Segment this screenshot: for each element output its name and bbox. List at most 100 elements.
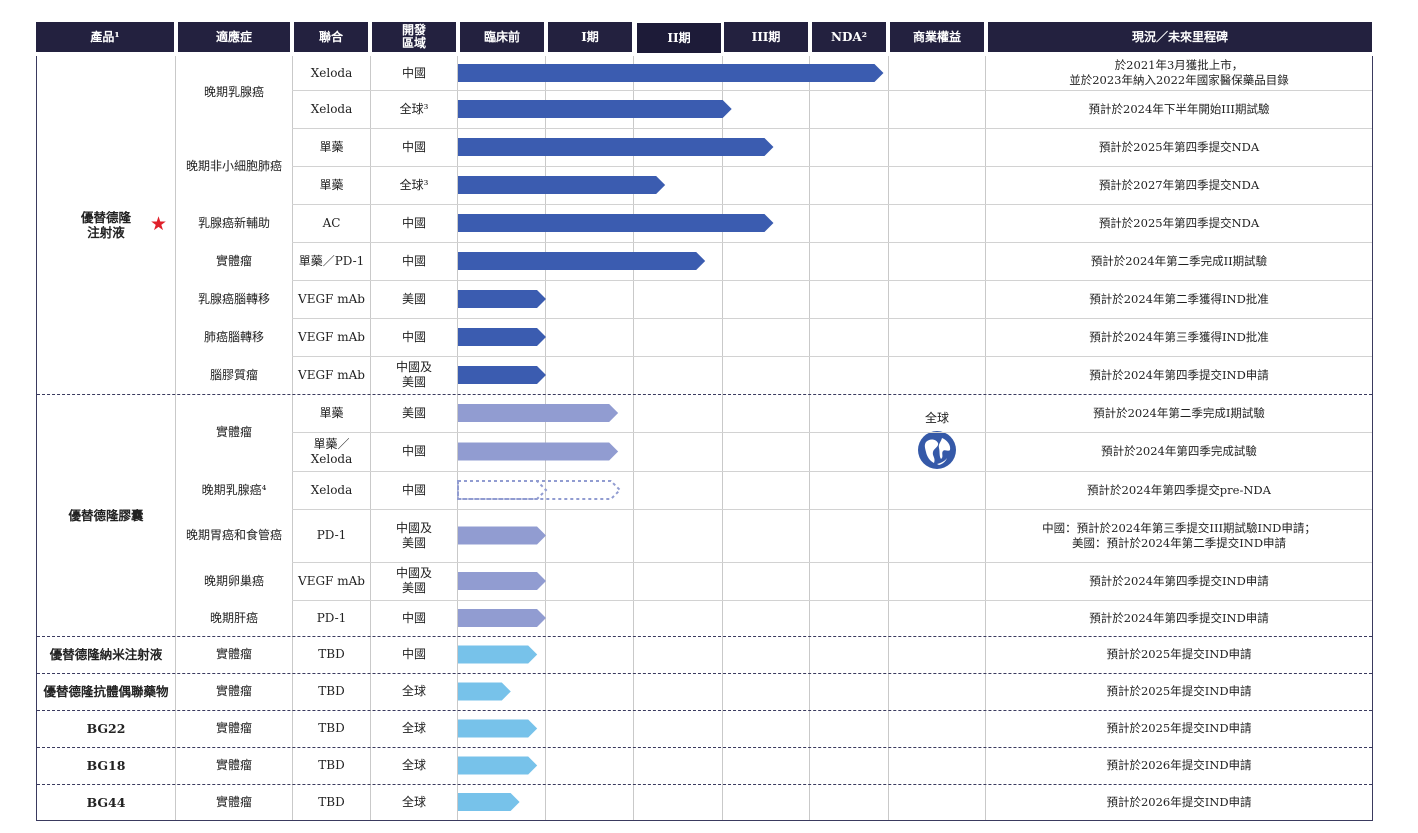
milestone-status: 預計於2024年第四季提交IND申請 xyxy=(1089,367,1269,382)
combination-label: VEGF mAb xyxy=(298,573,365,588)
header-phase1: I期 xyxy=(548,22,632,52)
indication-label: 晚期非小細胞肺癌 xyxy=(185,158,282,173)
column-divider xyxy=(888,56,889,820)
milestone-status: 預計於2025年第四季提交NDA xyxy=(1098,215,1260,230)
milestone-status: 中國：預計於2024年第三季提交III期試驗IND申請； 美國：預計於2024年… xyxy=(1042,520,1316,550)
row-separator xyxy=(292,204,1372,205)
column-divider xyxy=(722,56,723,820)
combination-label: Xeloda xyxy=(310,65,353,80)
table-right-border xyxy=(1372,56,1373,821)
combination-label: TBD xyxy=(318,684,345,698)
column-divider xyxy=(545,56,546,820)
region-label: 美國 xyxy=(401,405,426,420)
combination-label: 單藥／PD-1 xyxy=(298,253,365,268)
progress-arrow-body xyxy=(458,793,520,811)
indication-label: 晚期卵巢癌 xyxy=(203,573,264,588)
progress-arrow-body xyxy=(458,100,732,118)
table-left-border xyxy=(36,56,37,821)
milestone-status: 預計於2025年第四季提交NDA xyxy=(1098,139,1260,154)
milestone-status: 預計於2024年第二季獲得IND批准 xyxy=(1089,291,1269,306)
indication-label: 腦膠質瘤 xyxy=(209,367,258,382)
region-label: 全球 xyxy=(401,758,426,772)
region-label: 全球³ xyxy=(399,177,429,192)
milestone-status: 預計於2025年提交IND申請 xyxy=(1106,721,1252,735)
milestone-status: 預計於2025年提交IND申請 xyxy=(1106,684,1252,698)
indication-label: 晚期乳腺癌⁴ xyxy=(201,482,267,497)
region-label: 中國及 美國 xyxy=(395,566,432,595)
region-label: 中國 xyxy=(401,215,426,230)
milestone-status: 預計於2024年第四季提交IND申請 xyxy=(1089,573,1269,588)
header-phase2: II期 xyxy=(636,22,722,54)
combination-label: 單藥 xyxy=(319,139,344,154)
planned-progress-arrow xyxy=(457,480,622,500)
rights-label: 全球 xyxy=(924,411,949,425)
region-label: 美國 xyxy=(401,291,426,306)
indication-label: 實體瘤 xyxy=(215,647,252,661)
region-label: 中國 xyxy=(401,647,426,661)
star-icon: ★ xyxy=(150,213,168,235)
region-label: 中國 xyxy=(401,253,426,268)
column-divider xyxy=(985,56,986,820)
progress-arrow-body xyxy=(458,214,774,232)
combination-label: VEGF mAb xyxy=(298,329,365,344)
combination-label: AC xyxy=(322,215,341,230)
product-name: 優替德隆膠囊 xyxy=(68,507,144,523)
region-label: 全球 xyxy=(401,794,426,809)
header-region: 開發 區域 xyxy=(372,22,456,52)
product-name: 優替德隆抗體偶聯藥物 xyxy=(43,684,169,699)
progress-arrow-body xyxy=(458,366,546,384)
row-separator-dashed xyxy=(37,747,1372,748)
region-label: 全球³ xyxy=(399,101,429,116)
row-separator xyxy=(292,471,1372,472)
header-commercial-rights: 商業權益 xyxy=(890,22,984,52)
region-label: 中國 xyxy=(401,482,426,497)
progress-arrow-body xyxy=(457,480,548,500)
table-bottom-border xyxy=(36,820,1373,821)
milestone-status: 預計於2026年提交IND申請 xyxy=(1106,758,1252,772)
milestone-status: 預計於2024年第二季完成I期試驗 xyxy=(1093,405,1265,420)
progress-arrow-body xyxy=(458,252,706,270)
product-name: 優替德隆 注射液 xyxy=(80,210,131,240)
indication-label: 實體瘤 xyxy=(215,758,252,772)
indication-label: 晚期肝癌 xyxy=(209,610,258,625)
indication-label: 實體瘤 xyxy=(215,253,252,268)
progress-arrow-body xyxy=(458,290,546,308)
region-label: 中國 xyxy=(401,329,426,344)
product-name: BG22 xyxy=(86,721,126,736)
milestone-status: 預計於2024年第四季提交pre-NDA xyxy=(1087,482,1271,497)
column-divider xyxy=(809,56,810,820)
indication-label: 實體瘤 xyxy=(215,794,252,809)
product-name: BG44 xyxy=(86,794,126,810)
header-combination: 聯合 xyxy=(294,22,368,52)
combination-label: 單藥 xyxy=(319,405,344,420)
combination-label: 單藥／ Xeloda xyxy=(310,436,353,466)
row-separator-dashed xyxy=(37,636,1372,637)
progress-arrow-body xyxy=(458,719,538,738)
column-divider xyxy=(370,56,371,820)
row-separator xyxy=(292,432,1372,433)
row-separator xyxy=(292,166,1372,167)
combination-label: TBD xyxy=(318,758,345,772)
product-name: BG18 xyxy=(86,758,126,773)
progress-arrow-body xyxy=(458,328,546,346)
progress-arrow-body xyxy=(458,404,619,422)
combination-label: TBD xyxy=(318,721,345,735)
globe-icon xyxy=(918,431,956,469)
combination-label: VEGF mAb xyxy=(298,367,365,382)
product-name: 優替德隆納米注射液 xyxy=(49,647,163,662)
row-separator-dashed xyxy=(37,673,1372,674)
combination-label: VEGF mAb xyxy=(298,291,365,306)
row-separator xyxy=(292,509,1372,510)
progress-arrow-body xyxy=(458,609,546,627)
indication-label: 實體瘤 xyxy=(215,721,252,735)
indication-label: 實體瘤 xyxy=(215,425,252,439)
combination-label: 單藥 xyxy=(319,177,344,192)
indication-label: 實體瘤 xyxy=(215,684,252,698)
milestone-status: 預計於2024年第三季獲得IND批准 xyxy=(1089,329,1269,344)
combination-label: TBD xyxy=(318,647,345,661)
region-label: 中國 xyxy=(401,139,426,154)
column-divider xyxy=(457,56,458,820)
region-label: 中國 xyxy=(401,610,426,625)
row-separator xyxy=(292,356,1372,357)
progress-arrow-body xyxy=(458,526,546,545)
